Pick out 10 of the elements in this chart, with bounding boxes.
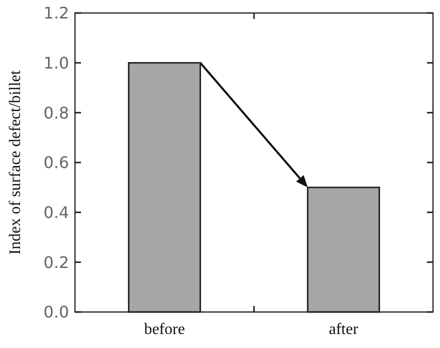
x-tick-label: before: [144, 321, 185, 338]
y-tick-label: 0.4: [44, 202, 69, 222]
x-tick-label: after: [328, 321, 359, 338]
y-tick-label: 0.0: [44, 302, 69, 322]
y-tick-label: 0.6: [44, 153, 69, 172]
y-tick-label: 1.2: [44, 4, 69, 23]
y-axis-title: Index of surface defect/billet: [7, 70, 24, 255]
y-tick-label: 0.8: [44, 103, 69, 122]
y-tick-label: 1.0: [44, 53, 69, 72]
y-tick-label: 0.2: [44, 252, 69, 272]
